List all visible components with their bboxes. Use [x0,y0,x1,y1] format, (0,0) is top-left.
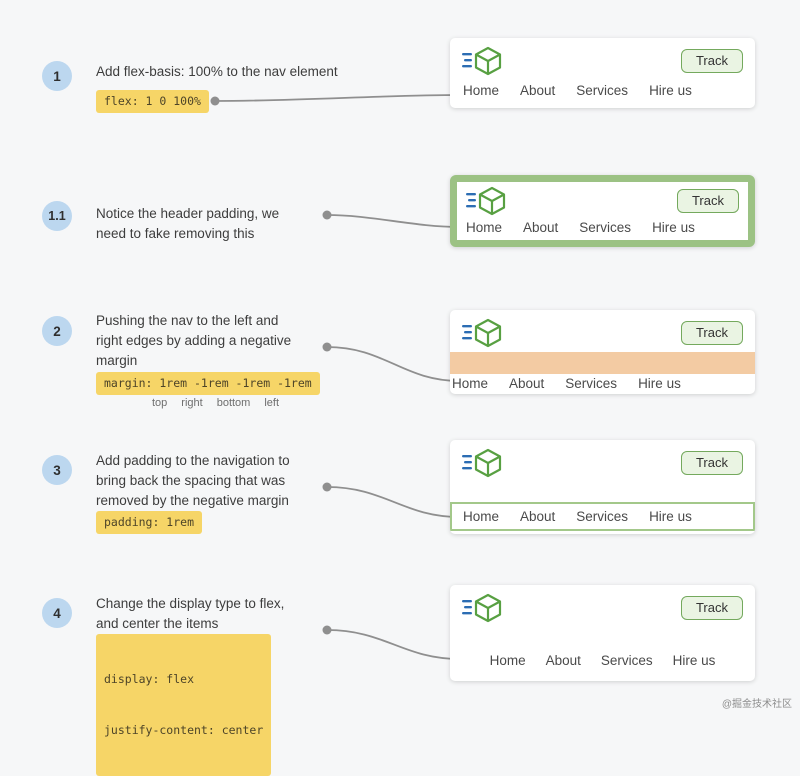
nav-link-about[interactable]: About [509,376,545,391]
step-text-2: Pushing the nav to the left and right ed… [96,311,291,371]
label-right: right [181,397,203,409]
step-text-1-1-line1: Notice the header padding, we [96,206,280,221]
site-logo-icon [462,593,502,623]
step-text-4-line2: and center the items [96,616,219,631]
track-button[interactable]: Track [680,321,743,345]
step-text-3: Add padding to the navigation to bring b… [96,451,290,511]
code-line-justify: justify-content: center [104,723,264,737]
nav-link-services[interactable]: Services [576,83,629,98]
nav-link-home[interactable]: Home [452,376,489,391]
negative-margin-highlight [450,352,755,374]
header-mockup-step1: Track Home About Services Hire us [450,38,755,108]
track-button[interactable]: Track [680,49,743,73]
header-mockup-step2-negative-margin: Track Home About Services Hire us [450,310,755,394]
nav-link-hire-us[interactable]: Hire us [649,509,692,524]
step-badge-1-1: 1.1 [42,201,72,231]
track-button[interactable]: Track [680,451,743,475]
step-text-3-line3: removed by the negative margin [96,493,289,508]
nav-link-home[interactable]: Home [489,653,526,668]
track-button[interactable]: Track [680,596,743,620]
site-logo-icon [462,448,502,478]
mockup-nav: Home About Services Hire us [457,216,748,235]
header-mockup-step1-1-padding-highlight: Track Home About Services Hire us [450,175,755,247]
header-mockup-step3-nav-padding: Track Home About Services Hire us [450,440,755,534]
nav-link-home[interactable]: Home [466,220,503,235]
nav-link-home[interactable]: Home [463,83,500,98]
connector-step3 [326,486,461,518]
connector-dot-step3 [322,482,332,492]
mockup-nav: Home About Services Hire us [450,76,755,98]
mockup-nav: Home About Services Hire us [450,374,755,391]
step-text-3-line2: bring back the spacing that was [96,473,286,488]
connector-step4 [326,629,461,660]
connector-dot-step4 [322,625,332,635]
nav-link-about[interactable]: About [523,220,559,235]
connector-step1 [214,94,461,102]
step-text-1: Add flex-basis: 100% to the nav element [96,62,338,82]
step-text-4-line1: Change the display type to flex, [96,596,285,611]
step-text-1-line1: Add flex-basis: 100% to the nav element [96,64,338,79]
nav-link-home[interactable]: Home [463,509,500,524]
track-button[interactable]: Track [676,189,739,213]
site-logo-icon [462,46,502,76]
mockup-nav-centered: Home About Services Hire us [450,653,755,668]
nav-link-services[interactable]: Services [579,220,632,235]
header-mockup-step4-centered-nav: Track Home About Services Hire us [450,585,755,681]
nav-link-hire-us[interactable]: Hire us [649,83,692,98]
step-text-2-line1: Pushing the nav to the left and [96,313,279,328]
tutorial-diagram: 1 Add flex-basis: 100% to the nav elemen… [42,38,792,776]
step-text-2-line2: right edges by adding a negative [96,333,292,348]
nav-link-services[interactable]: Services [576,509,629,524]
nav-link-services[interactable]: Services [600,653,653,668]
connector-step1-1 [326,214,461,228]
site-logo-icon [466,186,506,216]
nav-link-about[interactable]: About [520,83,556,98]
step-badge-3: 3 [42,455,72,485]
step-badge-4: 4 [42,598,72,628]
nav-link-about[interactable]: About [545,653,581,668]
step-text-1-1: Notice the header padding, we need to fa… [96,204,279,244]
label-bottom: bottom [216,397,251,409]
connector-step2 [326,346,461,382]
connector-dot-step2 [322,342,332,352]
connector-dot-step1 [210,96,220,106]
connector-dot-step1-1 [322,210,332,220]
step-text-2-line3: margin [96,353,138,368]
code-snippet-display-flex: display: flex justify-content: center [96,634,272,776]
label-top: top [152,397,168,409]
code-snippet-padding: padding: 1rem [96,511,203,534]
nav-link-services[interactable]: Services [565,376,618,391]
nav-link-hire-us[interactable]: Hire us [652,220,695,235]
step-badge-2: 2 [42,316,72,346]
label-left: left [264,397,280,409]
step-badge-1: 1 [42,61,72,91]
step-text-3-line1: Add padding to the navigation to [96,453,290,468]
code-snippet-margin: margin: 1rem -1rem -1rem -1rem [96,372,320,395]
nav-padding-highlight: Home About Services Hire us [450,502,755,531]
step-text-1-1-line2: need to fake removing this [96,226,255,241]
code-line-display: display: flex [104,672,195,686]
nav-link-hire-us[interactable]: Hire us [672,653,716,668]
watermark: @掘金技术社区 [721,699,792,710]
margin-side-labels: top right bottom left [152,397,279,409]
site-logo-icon [462,318,502,348]
nav-link-about[interactable]: About [520,509,556,524]
code-snippet-flex-basis: flex: 1 0 100% [96,90,209,113]
step-text-4: Change the display type to flex, and cen… [96,594,284,634]
nav-link-hire-us[interactable]: Hire us [638,376,681,391]
